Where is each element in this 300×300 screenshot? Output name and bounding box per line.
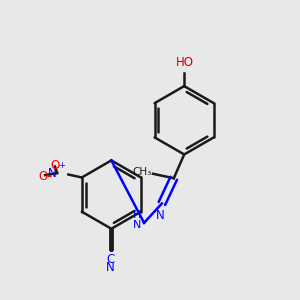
Text: -: - bbox=[46, 170, 51, 183]
Text: N: N bbox=[156, 209, 165, 222]
Text: O: O bbox=[38, 169, 48, 182]
Text: N: N bbox=[106, 261, 115, 274]
Text: N: N bbox=[48, 167, 56, 179]
Text: O: O bbox=[50, 158, 60, 172]
Text: HO: HO bbox=[176, 56, 194, 69]
Text: CH₃: CH₃ bbox=[132, 167, 152, 177]
Text: H
N: H N bbox=[132, 210, 141, 230]
Text: C: C bbox=[106, 253, 115, 266]
Text: +: + bbox=[58, 161, 65, 170]
